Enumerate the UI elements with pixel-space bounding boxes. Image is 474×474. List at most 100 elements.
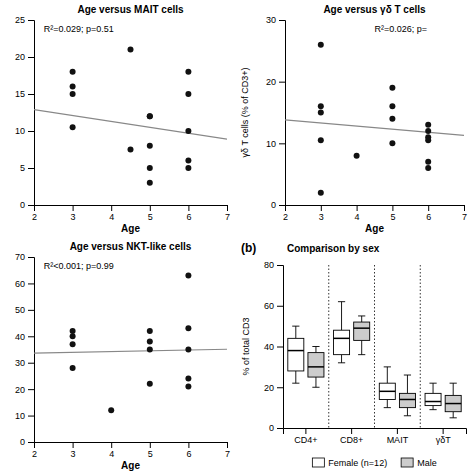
point	[70, 341, 76, 347]
tick: CD8+	[340, 428, 363, 445]
tick-mark	[321, 205, 322, 211]
tick: 5	[20, 163, 34, 173]
tick-label: 6	[186, 212, 191, 222]
tick: 5	[148, 442, 153, 459]
tick-label: 5	[390, 212, 395, 222]
cap-high	[384, 366, 391, 367]
tick: 5	[148, 205, 153, 222]
point	[70, 333, 76, 339]
tick: 0	[20, 437, 34, 447]
annotation: R²=0.029; p=0.51	[44, 24, 114, 34]
point	[185, 91, 191, 97]
point	[389, 85, 395, 91]
point	[185, 128, 191, 134]
whisker-high	[315, 347, 316, 353]
tick-mark	[150, 442, 151, 448]
tick-mark	[150, 205, 151, 211]
tick-mark	[305, 428, 306, 434]
tick: 7	[225, 442, 230, 459]
tick-mark	[277, 306, 283, 307]
tick-label: 10	[266, 139, 276, 149]
axis-line	[277, 266, 284, 429]
axis-line	[35, 206, 228, 212]
legend-label: Female (n=12)	[328, 458, 387, 468]
point	[128, 147, 134, 153]
point	[318, 137, 324, 143]
point	[147, 328, 153, 334]
point	[425, 122, 431, 128]
tick: 30	[266, 15, 285, 25]
tick-mark	[73, 442, 74, 448]
separator	[374, 265, 375, 428]
tick-label: 0	[20, 437, 25, 447]
tick-label: 0	[269, 423, 274, 433]
box	[334, 302, 350, 363]
tick: 10	[15, 411, 34, 421]
tick: 6	[186, 205, 191, 222]
tick-label: 40	[15, 332, 25, 342]
point	[70, 365, 76, 371]
tick: 0	[269, 423, 283, 433]
point	[70, 69, 76, 75]
tick-label: 0	[271, 200, 276, 210]
axis-line	[35, 443, 228, 449]
panel: 2345670510152025Age versus MAIT cellsAge…	[15, 4, 230, 234]
whisker-high	[361, 316, 362, 322]
tick-label: 3	[71, 212, 76, 222]
tick: 3	[319, 205, 324, 222]
tick: 4	[109, 442, 114, 459]
tick: 6	[186, 442, 191, 459]
tick: 20	[15, 385, 34, 395]
point	[147, 381, 153, 387]
panel: 2345670102030Age versus γδ T cellsAgeγδ …	[240, 4, 467, 234]
whisker-high	[453, 383, 454, 395]
point	[108, 407, 114, 413]
title: Age versus MAIT cells	[77, 4, 184, 15]
tick-label: 20	[15, 52, 25, 62]
cap-high	[450, 383, 457, 384]
x-axis-title: Age	[121, 223, 140, 234]
tick-mark	[28, 205, 34, 206]
tick: 30	[15, 358, 34, 368]
x-axis-title: Age	[121, 460, 140, 471]
point	[128, 47, 134, 53]
tick-mark	[28, 283, 34, 284]
tick-mark	[111, 442, 112, 448]
point	[185, 376, 191, 382]
point	[318, 110, 324, 116]
tick-mark	[227, 442, 228, 448]
tick: MAIT	[387, 428, 409, 445]
tick: 4	[109, 205, 114, 222]
tick-label: 4	[109, 449, 114, 459]
tick: 0	[271, 200, 285, 210]
tick-label: 80	[264, 260, 274, 270]
tick-label: 10	[15, 411, 25, 421]
tick-label: CD8+	[340, 435, 363, 445]
tick-label: 40	[264, 342, 274, 352]
cap-high	[292, 326, 299, 327]
box	[379, 367, 395, 408]
whisker-high	[295, 326, 296, 338]
tick-mark	[227, 205, 228, 211]
tick-label: 7	[462, 212, 467, 222]
point	[389, 140, 395, 146]
point	[425, 165, 431, 171]
tick-label: 15	[15, 89, 25, 99]
tick: 6	[426, 205, 431, 222]
fit-line	[285, 120, 464, 135]
box-body	[288, 338, 304, 371]
tick-mark	[28, 336, 34, 337]
tick: 40	[15, 332, 34, 342]
tick-mark	[28, 389, 34, 390]
y-axis-title: % of total CD3	[241, 317, 251, 375]
tick-label: γδT	[436, 435, 452, 445]
tick-mark	[28, 442, 34, 443]
tick-mark	[279, 205, 285, 206]
y-axis-title: γδ T cells (% of CD3+)	[240, 67, 250, 157]
point	[185, 384, 191, 390]
point	[318, 190, 324, 196]
point	[318, 42, 324, 48]
tick-mark	[428, 205, 429, 211]
marks	[288, 302, 461, 418]
figure: 2345670510152025Age versus MAIT cellsAge…	[0, 0, 474, 474]
